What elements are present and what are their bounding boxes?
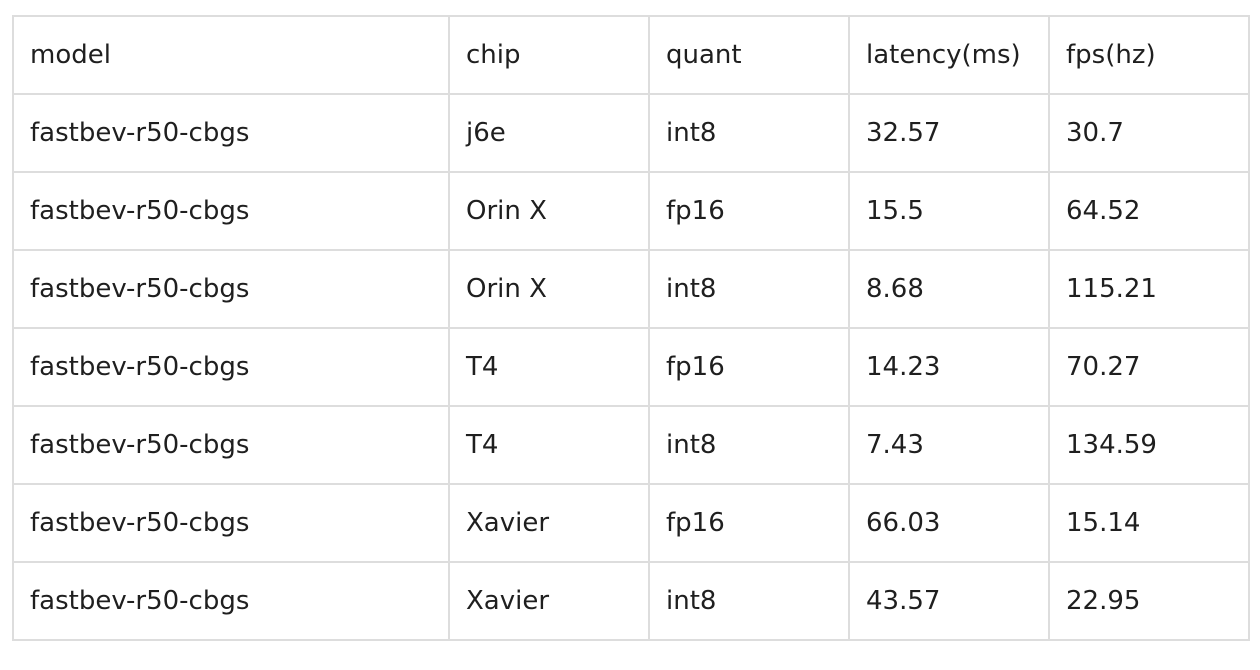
table-row: fastbev-r50-cbgs Xavier fp16 66.03 15.14 <box>12 483 1250 563</box>
table-row: fastbev-r50-cbgs T4 int8 7.43 134.59 <box>12 405 1250 485</box>
header-cell-chip: chip <box>448 15 650 95</box>
header-cell-quant: quant <box>648 15 850 95</box>
cell-fps: 134.59 <box>1048 405 1250 485</box>
cell-latency: 43.57 <box>848 561 1050 641</box>
cell-model: fastbev-r50-cbgs <box>12 171 450 251</box>
header-cell-fps: fps(hz) <box>1048 15 1250 95</box>
cell-chip: T4 <box>448 327 650 407</box>
cell-chip: Orin X <box>448 249 650 329</box>
table-row: fastbev-r50-cbgs T4 fp16 14.23 70.27 <box>12 327 1250 407</box>
cell-quant: int8 <box>648 405 850 485</box>
cell-model: fastbev-r50-cbgs <box>12 561 450 641</box>
cell-latency: 32.57 <box>848 93 1050 173</box>
table-container: model chip quant latency(ms) fps(hz) fas… <box>12 15 1250 641</box>
cell-fps: 30.7 <box>1048 93 1250 173</box>
cell-model: fastbev-r50-cbgs <box>12 405 450 485</box>
cell-quant: int8 <box>648 93 850 173</box>
table-row: fastbev-r50-cbgs Orin X int8 8.68 115.21 <box>12 249 1250 329</box>
cell-chip: Xavier <box>448 483 650 563</box>
cell-fps: 64.52 <box>1048 171 1250 251</box>
table-row: fastbev-r50-cbgs Xavier int8 43.57 22.95 <box>12 561 1250 641</box>
cell-latency: 14.23 <box>848 327 1050 407</box>
cell-latency: 66.03 <box>848 483 1050 563</box>
cell-quant: fp16 <box>648 483 850 563</box>
cell-fps: 15.14 <box>1048 483 1250 563</box>
cell-latency: 15.5 <box>848 171 1050 251</box>
cell-quant: int8 <box>648 249 850 329</box>
cell-model: fastbev-r50-cbgs <box>12 93 450 173</box>
cell-latency: 8.68 <box>848 249 1050 329</box>
cell-quant: fp16 <box>648 327 850 407</box>
cell-model: fastbev-r50-cbgs <box>12 327 450 407</box>
cell-chip: j6e <box>448 93 650 173</box>
cell-chip: T4 <box>448 405 650 485</box>
cell-fps: 115.21 <box>1048 249 1250 329</box>
table-row: fastbev-r50-cbgs Orin X fp16 15.5 64.52 <box>12 171 1250 251</box>
cell-fps: 22.95 <box>1048 561 1250 641</box>
cell-model: fastbev-r50-cbgs <box>12 483 450 563</box>
table-row: fastbev-r50-cbgs j6e int8 32.57 30.7 <box>12 93 1250 173</box>
cell-chip: Xavier <box>448 561 650 641</box>
cell-chip: Orin X <box>448 171 650 251</box>
benchmark-table: model chip quant latency(ms) fps(hz) fas… <box>12 15 1250 641</box>
table-header-row: model chip quant latency(ms) fps(hz) <box>12 15 1250 95</box>
header-cell-model: model <box>12 15 450 95</box>
header-cell-latency: latency(ms) <box>848 15 1050 95</box>
cell-quant: fp16 <box>648 171 850 251</box>
cell-latency: 7.43 <box>848 405 1050 485</box>
cell-fps: 70.27 <box>1048 327 1250 407</box>
cell-model: fastbev-r50-cbgs <box>12 249 450 329</box>
cell-quant: int8 <box>648 561 850 641</box>
